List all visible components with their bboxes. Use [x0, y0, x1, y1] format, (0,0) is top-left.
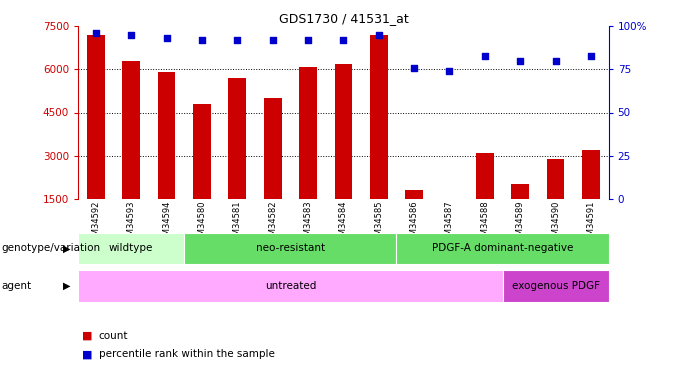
- Point: [479, 53, 490, 58]
- Bar: [335, 64, 352, 199]
- Bar: [264, 98, 282, 199]
- Point: [232, 37, 243, 43]
- Point: [409, 64, 420, 70]
- Text: agent: agent: [1, 281, 31, 291]
- Bar: [193, 104, 211, 199]
- Bar: [78, 232, 184, 264]
- Bar: [547, 159, 564, 199]
- Bar: [405, 190, 423, 199]
- Point: [585, 53, 596, 58]
- Text: exogenous PDGF: exogenous PDGF: [511, 281, 600, 291]
- Bar: [87, 35, 105, 199]
- Text: ▶: ▶: [63, 243, 71, 254]
- Point: [267, 37, 278, 43]
- Title: GDS1730 / 41531_at: GDS1730 / 41531_at: [279, 12, 408, 25]
- Text: untreated: untreated: [265, 281, 316, 291]
- Point: [303, 37, 313, 43]
- Text: count: count: [99, 331, 128, 340]
- Bar: [370, 35, 388, 199]
- Point: [515, 58, 526, 64]
- Point: [338, 37, 349, 43]
- Text: genotype/variation: genotype/variation: [1, 243, 101, 254]
- Text: percentile rank within the sample: percentile rank within the sample: [99, 350, 275, 359]
- Text: ▶: ▶: [63, 281, 71, 291]
- Point: [161, 35, 172, 41]
- Bar: [122, 61, 140, 199]
- Text: ■: ■: [82, 331, 92, 340]
- Point: [444, 68, 455, 74]
- Bar: [228, 78, 246, 199]
- Point: [373, 32, 384, 38]
- Bar: [503, 270, 609, 302]
- Text: wildtype: wildtype: [109, 243, 154, 254]
- Bar: [184, 232, 396, 264]
- Bar: [299, 66, 317, 199]
- Point: [90, 30, 101, 36]
- Bar: [78, 270, 503, 302]
- Bar: [396, 232, 609, 264]
- Bar: [476, 153, 494, 199]
- Text: ■: ■: [82, 350, 92, 359]
- Bar: [582, 150, 600, 199]
- Text: PDGF-A dominant-negative: PDGF-A dominant-negative: [432, 243, 573, 254]
- Point: [550, 58, 561, 64]
- Bar: [511, 184, 529, 199]
- Point: [197, 37, 207, 43]
- Point: [126, 32, 137, 38]
- Bar: [158, 72, 175, 199]
- Text: neo-resistant: neo-resistant: [256, 243, 325, 254]
